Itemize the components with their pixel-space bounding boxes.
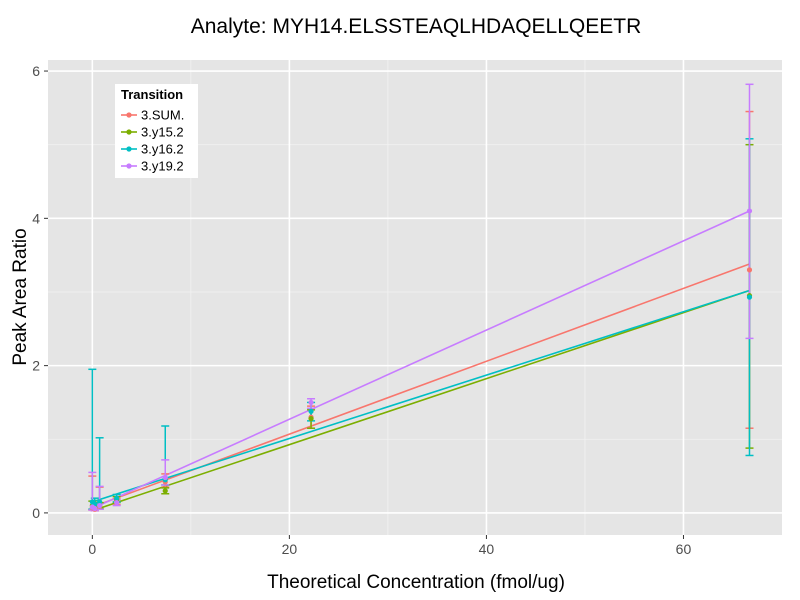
y-tick-label: 6 xyxy=(32,63,40,79)
chart-title: Analyte: MYH14.ELSSTEAQLHDAQELLQEETR xyxy=(191,15,642,38)
legend-label: 3.SUM. xyxy=(141,108,184,123)
y-tick-label: 2 xyxy=(32,358,40,374)
legend-label: 3.y15.2 xyxy=(141,125,184,140)
fit-line xyxy=(92,289,750,512)
data-point xyxy=(114,499,120,506)
data-point xyxy=(308,416,314,422)
data-point xyxy=(162,474,168,481)
fit-line xyxy=(92,210,750,510)
points xyxy=(89,208,753,512)
y-axis-title: Peak Area Ratio xyxy=(10,228,31,365)
data-point xyxy=(92,505,98,512)
data-point xyxy=(746,208,753,214)
legend-items: 3.SUM. 3.y15.2 3.y16.2 3.y19.2 xyxy=(121,108,184,174)
x-axis-title: Theoretical Concentration (fmol/ug) xyxy=(267,572,565,593)
legend-key-point xyxy=(126,146,132,152)
data-point xyxy=(746,267,753,273)
legend-key-point xyxy=(126,129,132,135)
fit-lines xyxy=(92,210,750,512)
data-point xyxy=(308,399,314,406)
data-point xyxy=(162,488,168,494)
grid-major xyxy=(48,60,782,535)
legend-item: 3.y15.2 xyxy=(121,125,184,140)
data-point xyxy=(746,294,753,300)
legend-key-point xyxy=(126,112,132,118)
legend-item: 3.y19.2 xyxy=(121,159,184,174)
y-tick-label: 0 xyxy=(32,505,40,521)
data-point xyxy=(308,408,314,414)
x-tick-label: 0 xyxy=(88,541,96,557)
legend-item: 3.SUM. xyxy=(121,108,184,123)
fit-line xyxy=(92,289,750,503)
legend-label: 3.y19.2 xyxy=(141,159,184,174)
x-axis-ticks: 0 20 40 60 xyxy=(88,535,691,557)
data-point xyxy=(114,495,120,501)
x-tick-label: 40 xyxy=(479,541,495,557)
legend-item: 3.y16.2 xyxy=(121,142,184,157)
y-tick-label: 4 xyxy=(32,210,40,226)
x-tick-label: 20 xyxy=(282,541,298,557)
legend: Transition 3.SUM. 3.y15.2 3.y16.2 3.y19.2 xyxy=(115,84,198,178)
data-point xyxy=(97,502,103,509)
x-tick-label: 60 xyxy=(676,541,692,557)
data-point xyxy=(97,499,103,505)
legend-title: Transition xyxy=(121,87,183,102)
legend-label: 3.y16.2 xyxy=(141,142,184,157)
legend-key-point xyxy=(126,163,132,169)
y-axis-ticks: 0 2 4 6 xyxy=(32,63,48,521)
